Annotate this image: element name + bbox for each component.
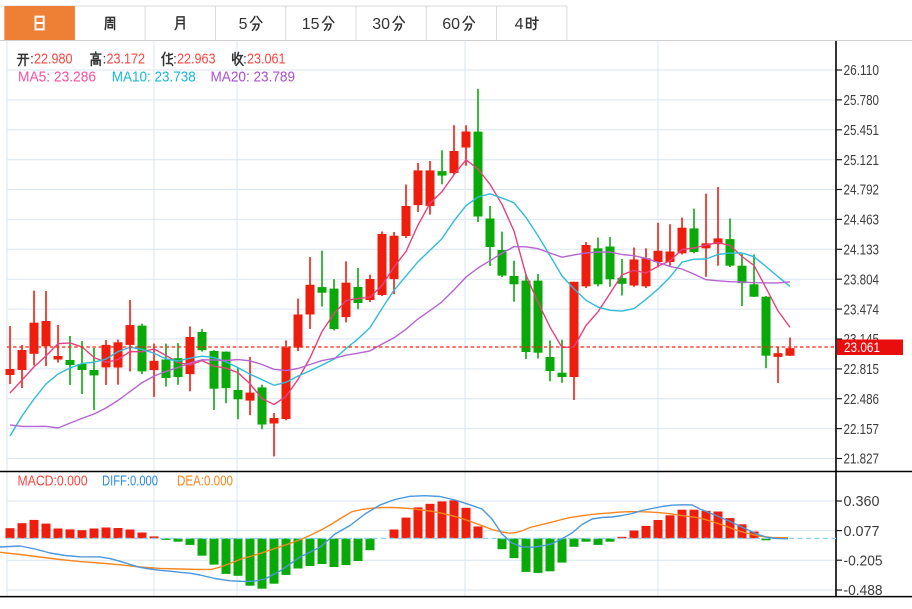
svg-text:0.360: 0.360 [844,494,880,510]
svg-text::: : [173,51,177,67]
svg-text:4: 4 [515,16,524,33]
svg-text:30: 30 [372,16,390,33]
svg-text:22.815: 22.815 [844,362,880,378]
svg-text:15: 15 [302,16,320,33]
svg-text:22.980: 22.980 [34,51,73,68]
svg-text:25.121: 25.121 [844,153,880,169]
svg-text:24.133: 24.133 [844,243,880,259]
svg-text:25.780: 25.780 [844,93,880,109]
svg-text:26.110: 26.110 [844,63,880,79]
svg-text:60: 60 [442,16,460,33]
svg-text:23.474: 23.474 [844,302,880,318]
svg-text:22.963: 22.963 [177,51,216,68]
svg-text::: : [243,51,247,67]
svg-text:MA10: 23.738: MA10: 23.738 [112,69,196,86]
svg-text:23.804: 23.804 [844,272,880,288]
svg-text::: : [103,51,107,67]
svg-text:MACD:0.000: MACD:0.000 [18,474,88,490]
svg-text:21.827: 21.827 [844,452,880,468]
svg-text:DIFF:0.000: DIFF:0.000 [102,474,158,490]
svg-text:MA5: 23.286: MA5: 23.286 [18,69,96,86]
svg-text:5: 5 [239,16,248,33]
svg-text::: : [30,51,34,67]
svg-text:-0.488: -0.488 [844,583,883,599]
svg-text:22.157: 22.157 [844,422,880,438]
svg-text:22.486: 22.486 [844,392,880,408]
svg-text:0.077: 0.077 [844,524,880,540]
svg-text:-0.205: -0.205 [844,553,883,569]
svg-text:23.061: 23.061 [844,339,880,355]
svg-text:24.792: 24.792 [844,183,880,199]
svg-text:24.463: 24.463 [844,213,880,229]
svg-text:25.451: 25.451 [844,123,880,139]
svg-text:MA20: 23.789: MA20: 23.789 [211,69,296,86]
svg-text:23.172: 23.172 [107,51,146,68]
svg-text:23.061: 23.061 [247,51,286,68]
svg-text:DEA:0.000: DEA:0.000 [177,474,233,490]
